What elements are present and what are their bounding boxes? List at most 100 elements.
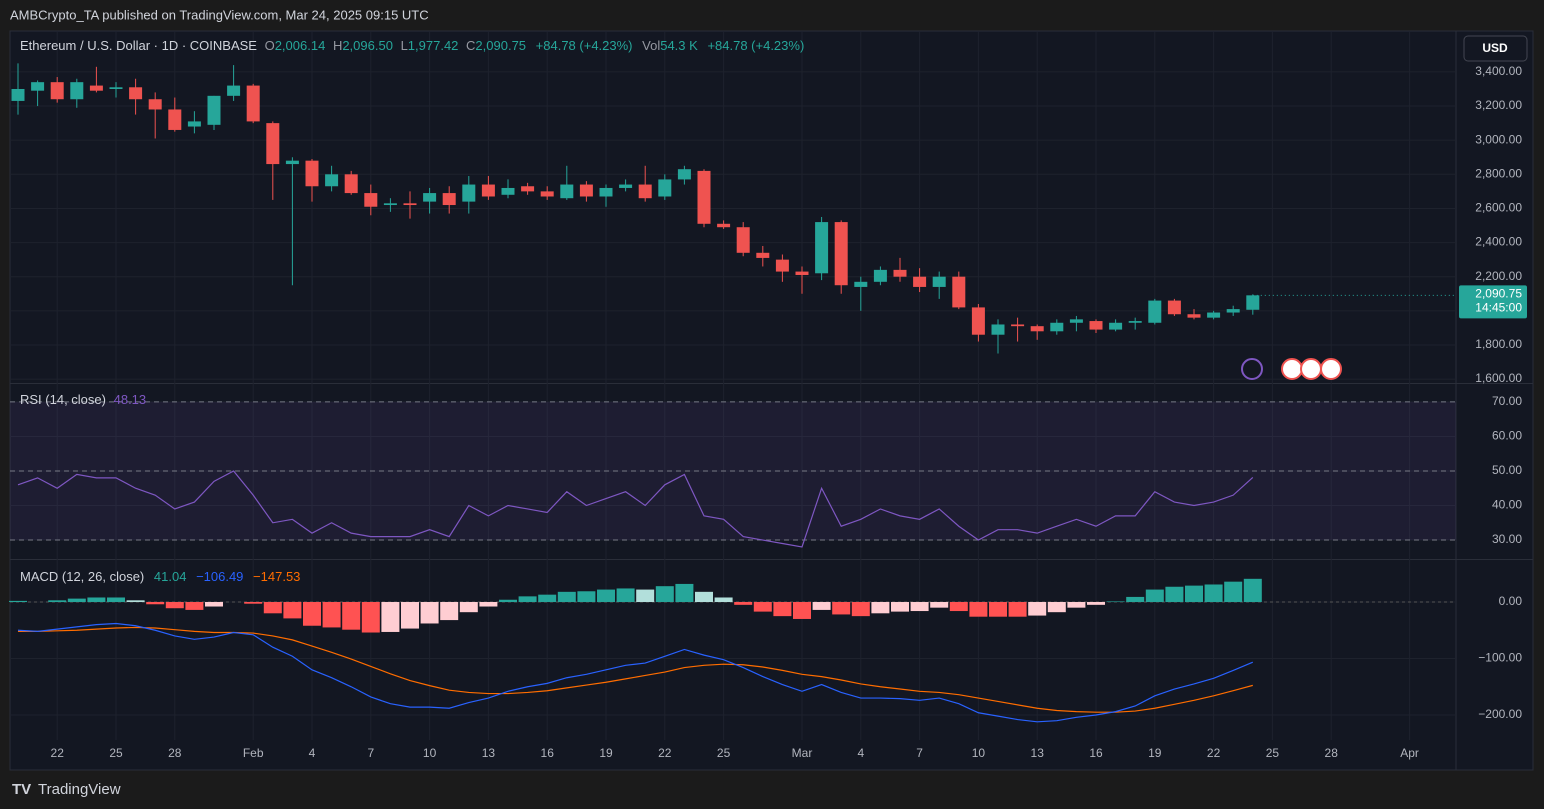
- y-tick-label: 40.00: [1492, 498, 1522, 512]
- x-tick-label: 10: [423, 746, 437, 760]
- candle-body: [834, 222, 848, 286]
- macd-histogram-bar: [1243, 578, 1262, 603]
- macd-histogram-bar: [87, 597, 106, 603]
- candle-body: [638, 184, 652, 199]
- candle-body: [756, 252, 770, 258]
- currency-label[interactable]: USD: [1482, 41, 1508, 55]
- published-note: AMBCrypto_TA published on TradingView.co…: [10, 7, 429, 22]
- plot-layer: 22 25 28 Feb 4 7 10 13 16 19 22 25 Mar 4 7 10 13 16 19 22 25…: [9, 31, 1533, 770]
- macd-histogram-bar: [67, 598, 86, 603]
- candle-body: [1030, 326, 1044, 332]
- candle-body: [89, 85, 103, 91]
- chart-area: [9, 30, 1534, 771]
- candle-body: [932, 276, 946, 287]
- x-tick-label: 25: [109, 746, 123, 760]
- change: +84.78 (+4.23%): [536, 38, 633, 53]
- rsi-title: RSI (14, close): [20, 392, 106, 407]
- candle-body: [423, 193, 437, 202]
- x-tick-label: 25: [717, 746, 731, 760]
- x-tick-label: 22: [1207, 746, 1221, 760]
- macd-histogram-bar: [734, 602, 753, 605]
- x-tick-label: 16: [1089, 746, 1103, 760]
- macd-histogram-bar: [205, 602, 223, 607]
- macd-histogram-bar: [303, 602, 321, 626]
- candle-body: [11, 88, 25, 101]
- event-icon[interactable]: [1281, 358, 1303, 380]
- event-icon[interactable]: [1300, 358, 1322, 380]
- macd-histogram-bar: [753, 602, 772, 612]
- ohlc-value: 2,006.14: [275, 38, 326, 53]
- ohlc-legend: Ethereum / U.S. Dollar · 1D · COINBASE O…: [20, 38, 804, 53]
- macd-histogram-bar: [1008, 602, 1027, 617]
- candle-body: [344, 174, 358, 194]
- macd-histogram-bar: [655, 586, 674, 603]
- ohlc-key: H: [333, 38, 342, 53]
- candle-body: [677, 169, 691, 180]
- macd-histogram-bar: [401, 602, 419, 629]
- candle-body: [481, 184, 495, 197]
- rsi-line: [17, 470, 1254, 548]
- macd-histogram-bar: [48, 600, 67, 603]
- macd-hist-value: 41.04: [154, 569, 187, 584]
- y-tick-label: 2,600.00: [1475, 201, 1522, 215]
- x-tick-label: 4: [857, 746, 864, 760]
- macd-histogram-bar: [1067, 602, 1086, 608]
- y-tick-label: 70.00: [1492, 394, 1522, 408]
- ohlc-value: 1,977.42: [408, 38, 459, 53]
- macd-histogram-bar: [479, 602, 498, 607]
- macd-histogram-bar: [283, 602, 302, 619]
- ohlc-value: 2,090.75: [475, 38, 526, 53]
- candle-body: [383, 203, 397, 206]
- x-tick-label: Feb: [243, 746, 264, 760]
- macd-histogram-bar: [107, 597, 125, 603]
- macd-histogram-bar: [1028, 602, 1047, 616]
- candle-body: [1207, 312, 1221, 318]
- x-tick-label: 7: [367, 746, 374, 760]
- macd-histogram-bar: [1047, 602, 1066, 613]
- candle-body: [305, 160, 319, 187]
- event-icons: [1241, 358, 1342, 380]
- ohlc-key: O: [265, 38, 275, 53]
- candle-body: [1089, 321, 1103, 330]
- candle-body: [187, 121, 201, 127]
- candle-body: [285, 160, 299, 165]
- candle-body: [129, 87, 143, 100]
- currency-button[interactable]: [1463, 35, 1528, 62]
- candle-body: [697, 170, 711, 224]
- y-tick-label: 3,200.00: [1475, 98, 1522, 112]
- candle-body: [736, 227, 750, 253]
- x-tick-label: 22: [51, 746, 65, 760]
- macd-histogram-bar: [636, 589, 655, 603]
- y-tick-label: 1,800.00: [1475, 337, 1522, 351]
- macd-histogram-bar: [126, 600, 145, 603]
- candle-body: [854, 281, 868, 287]
- y-tick-label: 50.00: [1492, 463, 1522, 477]
- candle-body: [1011, 324, 1025, 327]
- candle-body: [70, 82, 84, 100]
- macd-histogram-bar: [1204, 584, 1223, 603]
- x-tick-label: 10: [972, 746, 986, 760]
- candle-body: [560, 184, 574, 199]
- candle-body: [521, 186, 535, 192]
- macd-histogram-bar: [577, 591, 596, 603]
- signal-line: [18, 626, 1253, 713]
- candle-body: [971, 307, 985, 335]
- rsi-legend: RSI (14, close) 48.13: [20, 392, 146, 407]
- footer-logo: TV: [12, 781, 31, 798]
- candle-body: [991, 324, 1005, 335]
- event-icon[interactable]: [1241, 358, 1263, 380]
- x-tick-label: 4: [309, 746, 316, 760]
- candle-body: [246, 85, 260, 122]
- macd-histogram-bar: [597, 589, 615, 603]
- x-tick-label: 28: [1325, 746, 1339, 760]
- macd-histogram-bar: [165, 602, 184, 609]
- candle-body: [1167, 300, 1181, 315]
- x-tick-label: Mar: [792, 746, 813, 760]
- rsi-value: 48.13: [114, 392, 147, 407]
- event-icon[interactable]: [1320, 358, 1342, 380]
- y-tick-label: 2,200.00: [1475, 269, 1522, 283]
- macd-histogram-bar: [930, 602, 949, 608]
- candle-body: [403, 203, 417, 206]
- macd-histogram-bar: [1145, 589, 1164, 603]
- macd-histogram-bar: [871, 602, 890, 614]
